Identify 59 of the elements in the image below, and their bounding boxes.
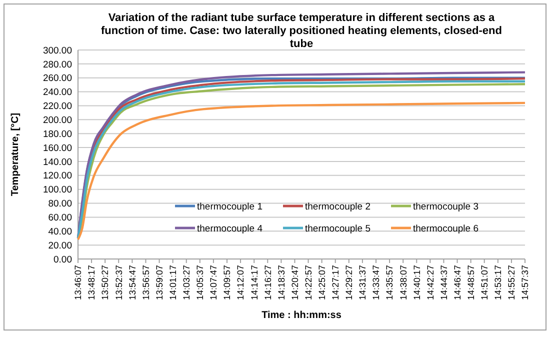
y-tick-label: 160.00: [42, 142, 72, 154]
x-tick-label: 14:44:37: [438, 265, 449, 300]
y-tick-label: 80.00: [48, 198, 72, 210]
y-tick-label: 140.00: [42, 156, 72, 168]
x-tick-label: 14:38:07: [398, 265, 408, 300]
x-axis-title: Time : hh:mm:ss: [262, 310, 342, 321]
legend-label: thermocouple 2: [305, 201, 370, 212]
legend-label: thermocouple 5: [305, 223, 370, 234]
x-tick-label: 14:20:47: [290, 265, 300, 300]
x-tick-label: 14:55:27: [506, 265, 517, 300]
x-tick-label: 14:03:27: [182, 265, 192, 300]
x-tick-label: 13:48:17: [86, 265, 97, 300]
y-axis-title: Temperature, [°C]: [10, 112, 21, 196]
y-tick-label: 180.00: [42, 128, 72, 140]
x-tick-label: 13:59:07: [154, 265, 164, 300]
y-tick-label: 0.00: [54, 254, 72, 266]
y-tick-label: 20.00: [48, 240, 72, 252]
legend-label: thermocouple 4: [197, 223, 262, 234]
x-tick-label: 14:29:27: [344, 265, 354, 300]
x-tick-label: 14:53:17: [493, 265, 504, 300]
legend-label: thermocouple 6: [413, 223, 478, 234]
chart-title: Variation of the radiant tube surface temperature in different sections as a function of time. Case: two laterally positioned heating elements, closed-end tube: [101, 12, 502, 50]
x-tick-label: 14:40:17: [412, 265, 422, 300]
x-tick-label: 13:52:37: [114, 265, 124, 300]
legend-label: thermocouple 3: [413, 201, 478, 212]
x-tick-label: 14:33:47: [371, 265, 382, 300]
x-tick-label: 14:25:07: [316, 265, 327, 300]
y-tick-label: 60.00: [48, 212, 72, 224]
x-tick-label: 14:16:27: [262, 265, 273, 300]
y-tick-label: 220.00: [42, 101, 72, 112]
x-tick-label: 14:22:57: [303, 265, 314, 300]
x-tick-label: 14:31:37: [358, 265, 368, 300]
x-tick-label: 14:42:27: [425, 265, 436, 300]
x-tick-label: 14:09:57: [222, 265, 232, 300]
x-tick-label: 13:54:47: [127, 265, 138, 300]
y-tick-label: 120.00: [42, 170, 72, 182]
x-tick-label: 14:27:17: [330, 265, 340, 300]
x-tick-label: 14:57:37: [520, 265, 530, 300]
legend-label: thermocouple 1: [197, 201, 262, 212]
x-tick-label: 14:12:07: [236, 265, 246, 300]
x-tick-label: 14:46:47: [452, 265, 462, 300]
x-tick-label: 14:05:37: [195, 265, 206, 300]
x-tick-label: 14:14:17: [249, 265, 260, 300]
y-tick-label: 280.00: [42, 59, 72, 70]
x-tick-label: 14:48:57: [466, 265, 476, 300]
y-tick-label: 40.00: [48, 226, 72, 238]
x-tick-label: 14:01:17: [168, 265, 178, 300]
x-tick-label: 13:46:07: [73, 265, 84, 300]
y-tick-label: 200.00: [42, 114, 72, 126]
y-tick-label: 240.00: [42, 87, 72, 98]
x-tick-label: 14:18:37: [276, 265, 286, 300]
y-tick-label: 260.00: [42, 73, 72, 84]
y-tick-label: 100.00: [42, 184, 72, 196]
x-tick-label: 14:35:57: [384, 265, 395, 300]
x-tick-label: 14:07:47: [208, 265, 219, 300]
x-tick-label: 14:51:07: [479, 265, 490, 300]
y-tick-label: 300.00: [42, 45, 72, 56]
x-tick-label: 13:56:57: [140, 265, 151, 300]
x-tick-label: 13:50:27: [100, 265, 110, 300]
